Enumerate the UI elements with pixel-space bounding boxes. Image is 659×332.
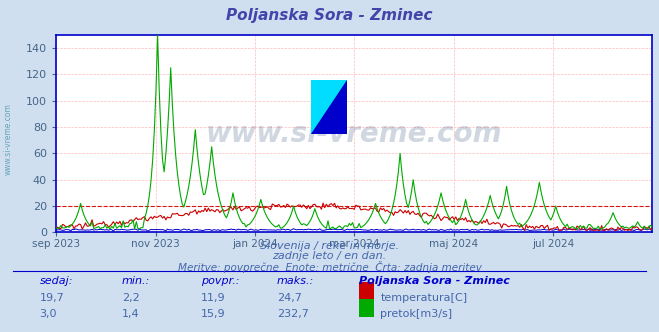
Polygon shape xyxy=(311,80,347,134)
Text: pretok[m3/s]: pretok[m3/s] xyxy=(380,309,452,319)
Text: Poljanska Sora - Zminec: Poljanska Sora - Zminec xyxy=(359,276,510,286)
Text: www.si-vreme.com: www.si-vreme.com xyxy=(206,120,502,148)
Text: povpr.:: povpr.: xyxy=(201,276,239,286)
Text: min.:: min.: xyxy=(122,276,150,286)
Text: 19,7: 19,7 xyxy=(40,293,65,303)
Polygon shape xyxy=(311,80,347,134)
Text: temperatura[C]: temperatura[C] xyxy=(380,293,467,303)
Text: Poljanska Sora - Zminec: Poljanska Sora - Zminec xyxy=(226,8,433,23)
Text: sedaj:: sedaj: xyxy=(40,276,73,286)
Text: 2,2: 2,2 xyxy=(122,293,140,303)
Text: zadnje leto / en dan.: zadnje leto / en dan. xyxy=(272,251,387,261)
Polygon shape xyxy=(311,80,347,134)
Text: 11,9: 11,9 xyxy=(201,293,225,303)
Text: Slovenija / reke in morje.: Slovenija / reke in morje. xyxy=(260,241,399,251)
Text: 1,4: 1,4 xyxy=(122,309,140,319)
Text: Meritve: povprečne  Enote: metrične  Črta: zadnja meritev: Meritve: povprečne Enote: metrične Črta:… xyxy=(177,261,482,273)
Text: 24,7: 24,7 xyxy=(277,293,302,303)
Text: 3,0: 3,0 xyxy=(40,309,57,319)
Text: www.si-vreme.com: www.si-vreme.com xyxy=(3,104,13,175)
Text: 232,7: 232,7 xyxy=(277,309,308,319)
Text: maks.:: maks.: xyxy=(277,276,314,286)
Text: 15,9: 15,9 xyxy=(201,309,225,319)
